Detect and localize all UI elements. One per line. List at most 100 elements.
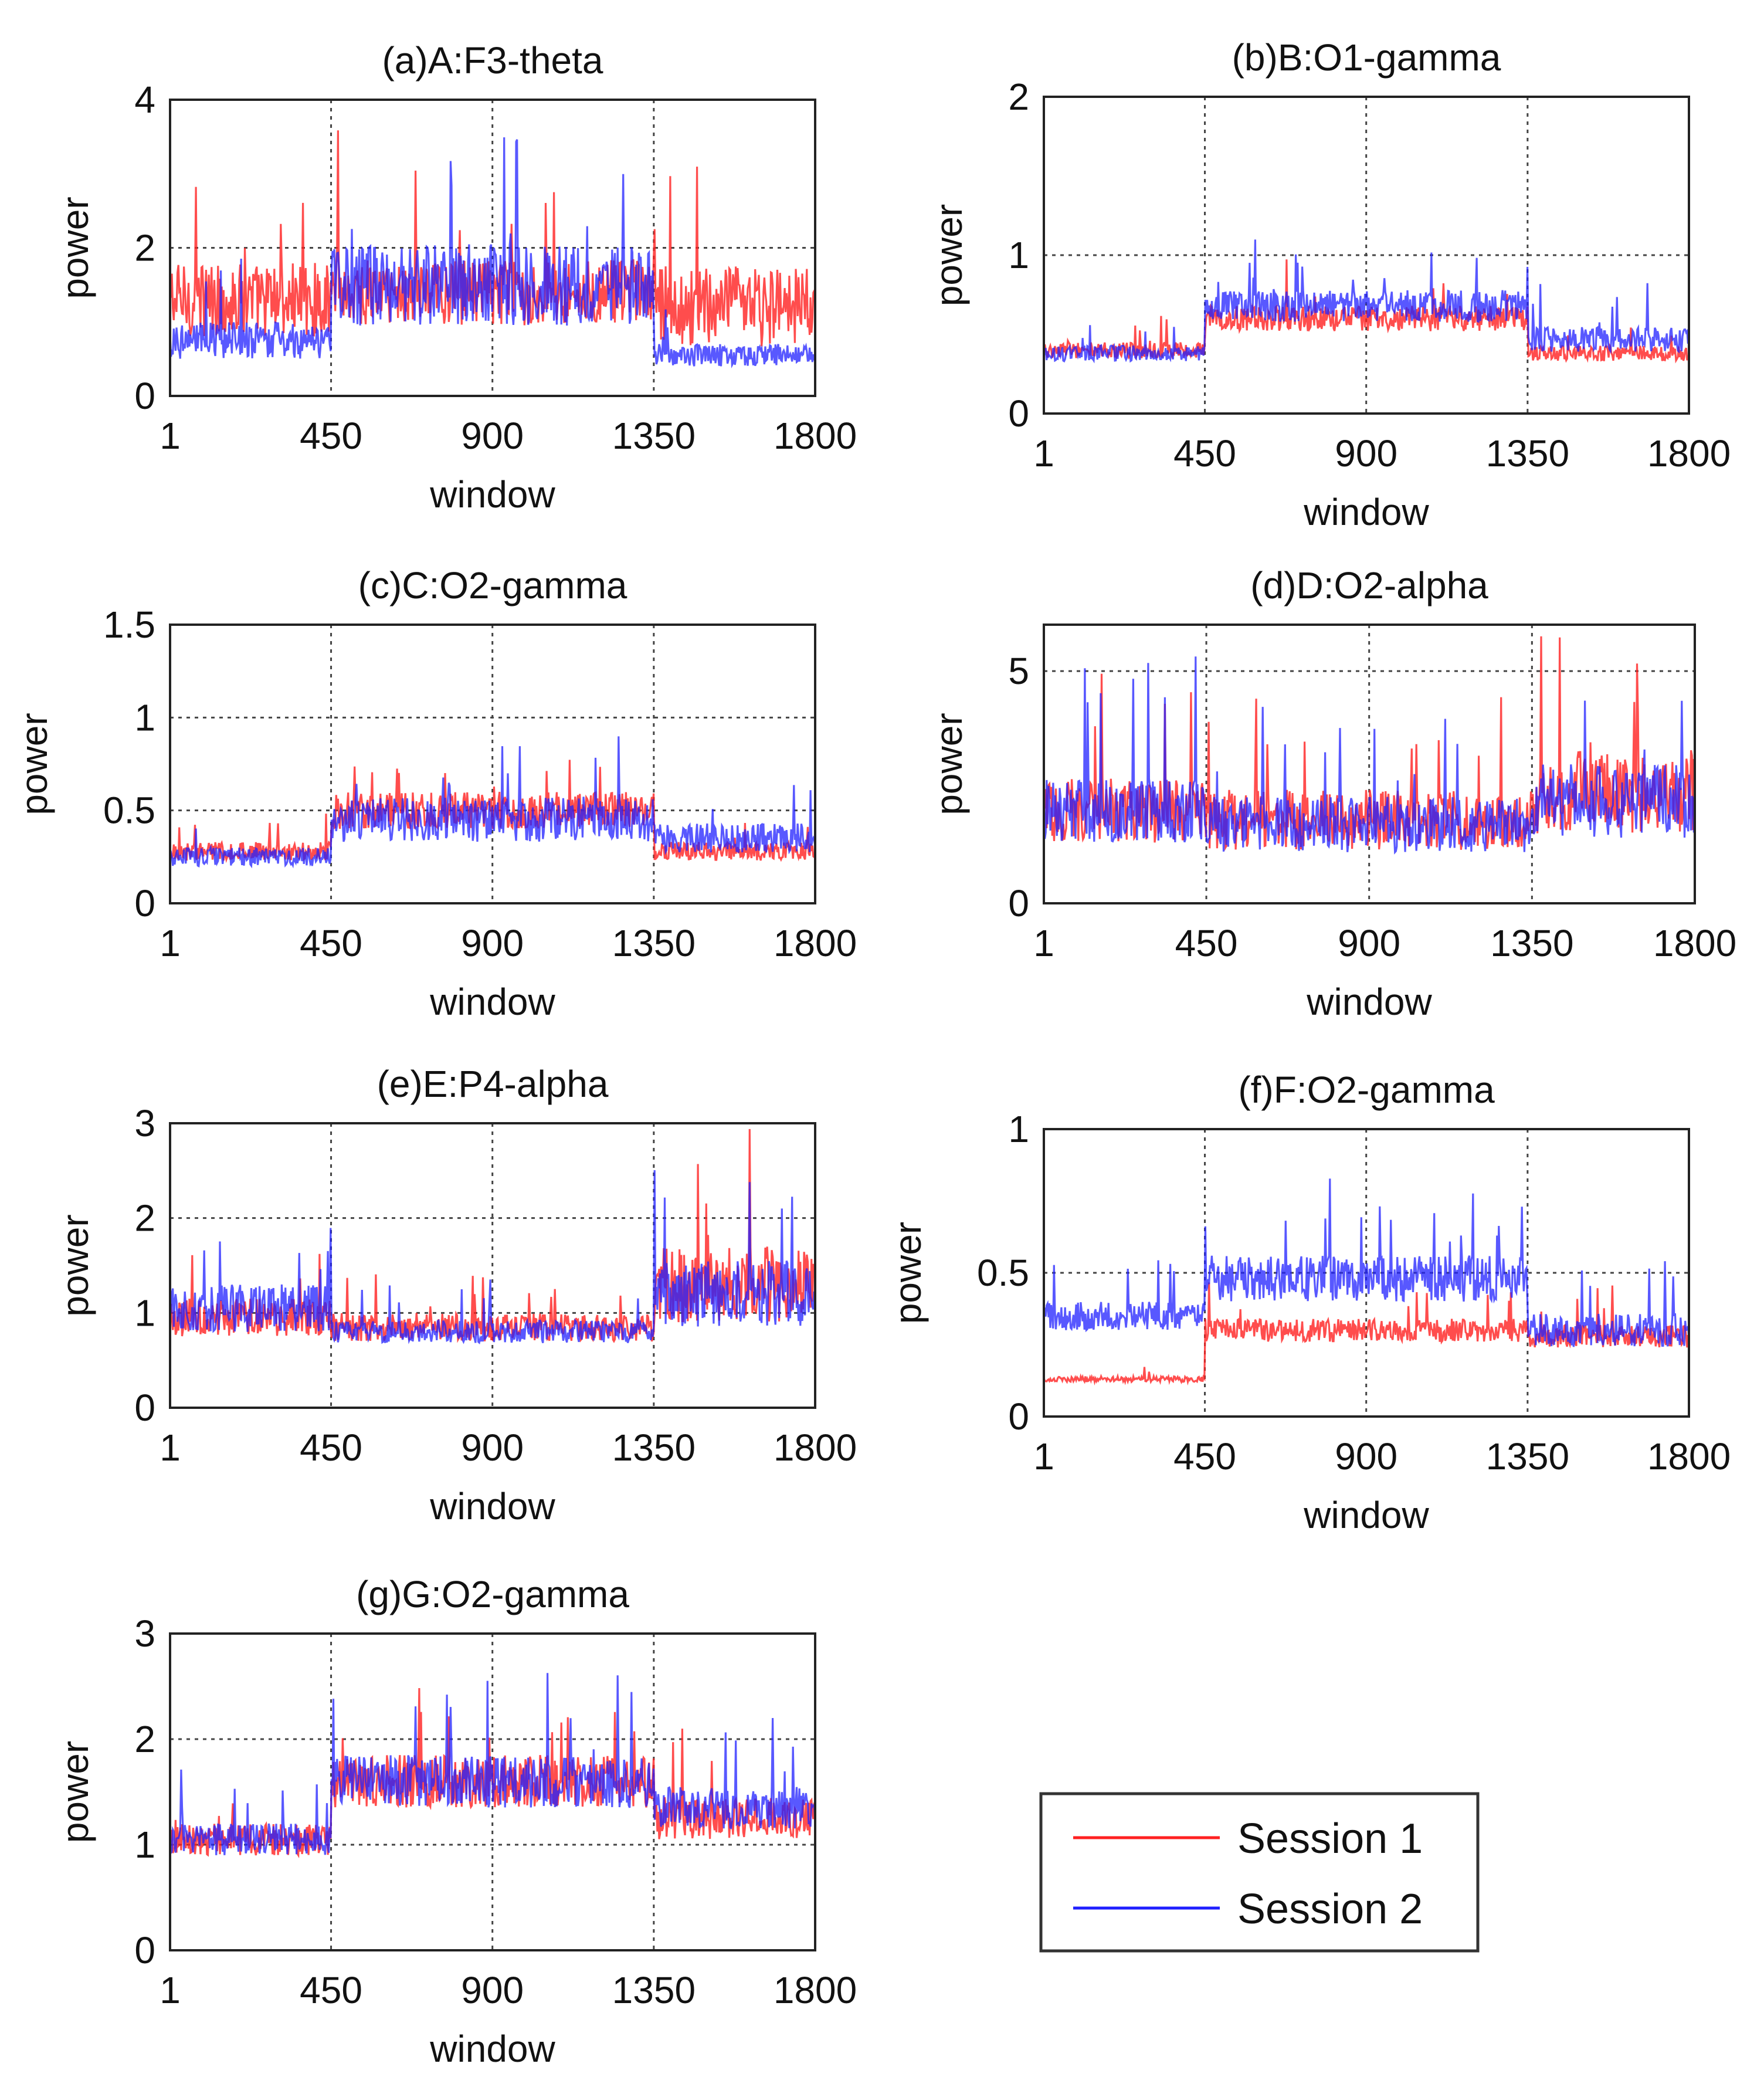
x-tick-label: 1350 xyxy=(1486,432,1569,475)
x-tick-label: 450 xyxy=(300,415,362,457)
series-line-2 xyxy=(169,137,816,368)
x-axis-label: window xyxy=(429,2028,555,2070)
series-line-2 xyxy=(169,1170,816,1344)
y-tick-label: 1 xyxy=(1008,234,1029,276)
panel-f: 1 450 900 1350 1800 0 0.5 1 (f)F:O2-gamma window p… xyxy=(887,1069,1731,1536)
y-tick-label: 0 xyxy=(134,1929,155,1971)
plot-frame xyxy=(169,624,816,904)
x-tick-label: 450 xyxy=(300,1969,362,2011)
x-tick-label: 1350 xyxy=(612,1427,696,1469)
series-line-2 xyxy=(1043,656,1696,855)
panel-title: (d)D:O2-alpha xyxy=(1250,564,1488,606)
x-tick-label: 900 xyxy=(461,1427,524,1469)
x-tick-label: 1800 xyxy=(1647,432,1731,475)
plot-frame xyxy=(1043,1128,1690,1418)
y-tick-label: 4 xyxy=(134,79,155,121)
panel-c: 1 450 900 1350 1800 0 0.5 1 1.5 (c)C:O2-gamma wind… xyxy=(13,564,857,1023)
x-tick-label: 900 xyxy=(461,922,524,964)
y-tick-label: 0 xyxy=(134,375,155,417)
x-tick-label: 900 xyxy=(1335,432,1397,475)
y-axis-label: power xyxy=(887,1222,929,1324)
x-axis-label: window xyxy=(1303,1494,1429,1536)
x-tick-label: 1350 xyxy=(1486,1435,1569,1478)
y-tick-label: 0 xyxy=(1008,1395,1029,1438)
x-tick-label: 900 xyxy=(461,415,524,457)
series-line-2 xyxy=(169,736,816,869)
y-axis-label: power xyxy=(54,1214,96,1316)
y-tick-label: 2 xyxy=(134,1197,155,1239)
x-tick-label: 1 xyxy=(1033,922,1054,964)
panel-g: 1 450 900 1350 18000123(g)G:O2-gammawindowpo… xyxy=(54,1573,857,2070)
panel-b: 1 450 900 1350 1800012(b)B:O1-gammawindowpow… xyxy=(928,36,1731,533)
x-axis-label: window xyxy=(1303,491,1429,533)
x-axis-label: window xyxy=(429,473,555,516)
panel-title: (g)G:O2-gamma xyxy=(356,1573,629,1615)
series-line-1 xyxy=(1043,1282,1690,1386)
x-tick-label: 900 xyxy=(1338,922,1400,964)
y-axis-label: power xyxy=(54,1741,96,1843)
panel-title: (c)C:O2-gamma xyxy=(358,564,627,606)
x-tick-label: 1350 xyxy=(1490,922,1573,964)
panel-d: 1 450 900 1350 1800 0 5 (d)D:O2-alpha window powe… xyxy=(928,564,1736,1023)
series-line-2 xyxy=(1043,1178,1690,1347)
plot-frame xyxy=(1043,96,1690,415)
y-axis-label: power xyxy=(13,713,55,815)
series-line-2 xyxy=(169,1673,816,1855)
x-tick-label: 1 xyxy=(160,415,181,457)
x-tick-label: 1800 xyxy=(774,1969,857,2011)
y-axis-label: power xyxy=(928,713,970,815)
x-tick-label: 450 xyxy=(300,922,362,964)
legend-label-1: Session 1 xyxy=(1237,1815,1423,1862)
x-axis-label: window xyxy=(1306,981,1432,1023)
panel-title: (f)F:O2-gamma xyxy=(1238,1069,1495,1111)
x-tick-label: 1800 xyxy=(774,922,857,964)
x-tick-label: 450 xyxy=(1173,432,1236,475)
y-tick-label: 2 xyxy=(134,1718,155,1760)
x-axis-label: window xyxy=(429,1485,555,1527)
y-tick-label: 1 xyxy=(134,1292,155,1334)
x-tick-label: 1800 xyxy=(1647,1435,1731,1478)
plot-frame xyxy=(169,1122,816,1409)
y-tick-label: 0.5 xyxy=(103,790,155,832)
y-tick-label: 0 xyxy=(1008,392,1029,435)
x-tick-label: 1800 xyxy=(1653,922,1736,964)
legend-box xyxy=(1039,1792,1480,1953)
x-tick-label: 1 xyxy=(160,922,181,964)
x-tick-label: 1800 xyxy=(774,415,857,457)
y-tick-label: 2 xyxy=(134,227,155,269)
series-line-2 xyxy=(1043,239,1690,364)
panel-title: (b)B:O1-gamma xyxy=(1232,36,1501,79)
x-tick-label: 900 xyxy=(461,1969,524,2011)
plot-frame xyxy=(169,1632,816,1951)
y-tick-label: 1 xyxy=(1008,1108,1029,1150)
y-tick-label: 0 xyxy=(1008,882,1029,924)
series-line-1 xyxy=(169,760,816,863)
x-tick-label: 1800 xyxy=(774,1427,857,1469)
y-tick-label: 1.5 xyxy=(103,604,155,646)
x-tick-label: 450 xyxy=(300,1427,362,1469)
x-tick-label: 450 xyxy=(1173,1435,1236,1478)
y-tick-label: 1 xyxy=(134,1824,155,1866)
x-tick-label: 1 xyxy=(1033,1435,1054,1478)
x-tick-label: 1350 xyxy=(612,922,696,964)
y-axis-label: power xyxy=(928,204,970,306)
plot-frame xyxy=(169,99,816,397)
x-axis-label: window xyxy=(429,981,555,1023)
x-tick-label: 1 xyxy=(160,1969,181,2011)
x-tick-label: 1 xyxy=(1033,432,1054,475)
legend-label-2: Session 2 xyxy=(1237,1886,1423,1933)
y-tick-label: 5 xyxy=(1008,650,1029,692)
x-tick-label: 450 xyxy=(1175,922,1238,964)
panel-title: (a)A:F3-theta xyxy=(382,39,603,82)
panel-title: (e)E:P4-alpha xyxy=(377,1063,609,1105)
plot-frame xyxy=(1043,624,1696,904)
y-tick-label: 0 xyxy=(134,1387,155,1429)
x-tick-label: 1350 xyxy=(612,1969,696,2011)
panel-e: 1 450 900 1350 18000123(e)E:P4-alphawindowpo… xyxy=(54,1063,857,1527)
panel-a: 1 450 900 1350 1800 0 2 4 (a)A:F3-theta window pow… xyxy=(54,39,857,516)
y-tick-label: 0.5 xyxy=(977,1252,1029,1294)
x-tick-label: 1 xyxy=(160,1427,181,1469)
x-tick-label: 900 xyxy=(1335,1435,1397,1478)
y-tick-label: 0 xyxy=(134,882,155,924)
